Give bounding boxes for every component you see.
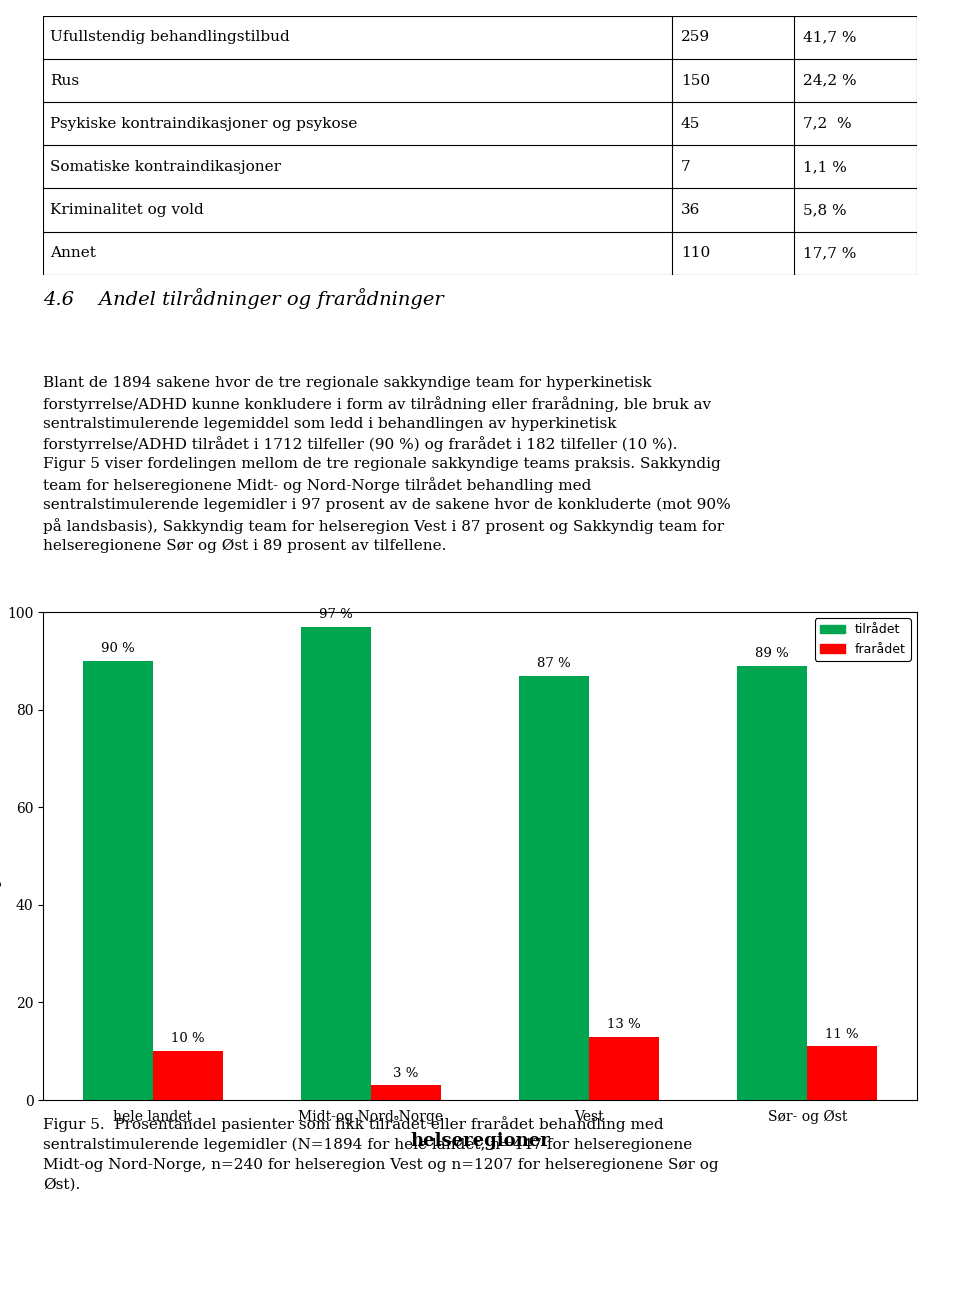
Bar [737,666,807,1100]
Text: Annet: Annet [50,247,96,260]
Bar [371,1086,441,1100]
Text: 5,8 %: 5,8 % [804,204,847,217]
Text: 24,2 %: 24,2 % [804,74,857,88]
Text: Psykiske kontraindikasjoner og psykose: Psykiske kontraindikasjoner og psykose [50,117,357,131]
Text: Rus: Rus [50,74,80,88]
Text: 89 %: 89 % [756,647,789,660]
Text: 13 %: 13 % [607,1018,641,1031]
X-axis label: helseregioner: helseregioner [410,1132,550,1150]
Text: 45: 45 [681,117,700,131]
Legend: tilrådet, frarådet: tilrådet, frarådet [815,618,910,660]
Text: 97 %: 97 % [319,608,353,621]
Text: Kriminalitet og vold: Kriminalitet og vold [50,204,204,217]
Bar [589,1037,659,1100]
Text: 110: 110 [681,247,710,260]
Text: 36: 36 [681,204,700,217]
Text: 1,1 %: 1,1 % [804,160,847,173]
Bar [83,660,153,1100]
Bar [153,1052,223,1100]
Text: Blant de 1894 sakene hvor de tre regionale sakkyndige team for hyperkinetisk
for: Blant de 1894 sakene hvor de tre regiona… [43,376,731,553]
Text: 87 %: 87 % [538,656,571,670]
Text: 17,7 %: 17,7 % [804,247,856,260]
Text: 7,2  %: 7,2 % [804,117,852,131]
Text: 11 %: 11 % [826,1028,859,1041]
Text: 4.6    Andel tilrådninger og frarådninger: 4.6 Andel tilrådninger og frarådninger [43,289,444,310]
Text: Figur 5.  Prosentandel pasienter som fikk tilrådet eller frarådet behandling med: Figur 5. Prosentandel pasienter som fikk… [43,1116,719,1191]
Text: 10 %: 10 % [171,1032,204,1045]
Text: 150: 150 [681,74,710,88]
Text: Somatiske kontraindikasjoner: Somatiske kontraindikasjoner [50,160,281,173]
Text: 259: 259 [681,30,710,45]
Bar [301,626,371,1100]
Y-axis label: prosent: prosent [0,827,2,885]
Text: 90 %: 90 % [101,642,134,655]
Bar [807,1046,877,1100]
Bar [519,676,589,1100]
Text: Ufullstendig behandlingstilbud: Ufullstendig behandlingstilbud [50,30,290,45]
Text: 3 %: 3 % [394,1066,419,1079]
Text: 41,7 %: 41,7 % [804,30,856,45]
Text: 7: 7 [681,160,690,173]
